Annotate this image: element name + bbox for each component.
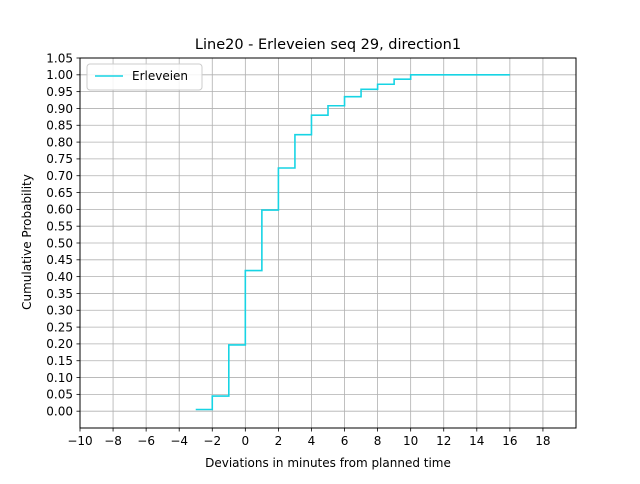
y-axis-label: Cumulative Probability — [20, 174, 34, 310]
y-axis-ticks: 0.00 0.05 0.10 0.15 0.20 0.25 0.30 0.35 0.40 0.45… — [46, 51, 80, 418]
y-tick-label: 0.65 — [46, 186, 73, 200]
x-tick-label: −4 — [170, 434, 188, 448]
x-tick-label: 16 — [502, 434, 517, 448]
y-tick-label: 0.90 — [46, 102, 73, 116]
y-tick-label: 0.50 — [46, 236, 73, 250]
x-tick-label: 8 — [374, 434, 382, 448]
y-tick-label: 1.05 — [46, 51, 73, 65]
chart-title: Line20 - Erleveien seq 29, direction1 — [195, 37, 461, 53]
y-tick-label: 0.45 — [46, 253, 73, 267]
y-tick-label: 0.20 — [46, 337, 73, 351]
y-tick-label: 0.15 — [46, 354, 73, 368]
x-axis-label: Deviations in minutes from planned time — [205, 456, 451, 470]
y-tick-label: 0.70 — [46, 169, 73, 183]
y-tick-label: 0.00 — [46, 404, 73, 418]
y-tick-label: 0.95 — [46, 85, 73, 99]
legend-box — [86, 63, 203, 91]
y-tick-label: 0.60 — [46, 203, 73, 217]
x-tick-label: −10 — [67, 434, 92, 448]
x-tick-label: 18 — [535, 434, 550, 448]
y-tick-label: 0.40 — [46, 270, 73, 284]
x-tick-label: 2 — [275, 434, 283, 448]
legend-label: Erleveien — [132, 69, 188, 83]
series-line-erleveien — [195, 74, 510, 411]
x-tick-label: 4 — [308, 434, 316, 448]
x-tick-label: 10 — [403, 434, 418, 448]
y-tick-label: 0.25 — [46, 320, 73, 334]
y-tick-label: 0.35 — [46, 287, 73, 301]
x-tick-label: −6 — [137, 434, 155, 448]
y-tick-label: 0.05 — [46, 388, 73, 402]
y-tick-label: 0.75 — [46, 152, 73, 166]
x-tick-label: 6 — [341, 434, 349, 448]
y-tick-label: 1.00 — [46, 68, 73, 82]
series-layer — [195, 74, 510, 411]
y-tick-label: 0.80 — [46, 135, 73, 149]
y-tick-label: 0.85 — [46, 119, 73, 133]
y-tick-label: 0.10 — [46, 371, 73, 385]
y-tick-label: 0.30 — [46, 304, 73, 318]
x-tick-label: 0 — [242, 434, 250, 448]
x-tick-label: 14 — [469, 434, 484, 448]
x-tick-label: −8 — [104, 434, 122, 448]
x-tick-label: −2 — [203, 434, 221, 448]
y-tick-label: 0.55 — [46, 219, 73, 233]
x-axis-ticks: −10 −8 −6 −4 −2 0 2 4 6 8 10 12 14 16 18 — [67, 428, 551, 448]
x-tick-label: 12 — [436, 434, 451, 448]
legend: Erleveien — [86, 63, 203, 91]
